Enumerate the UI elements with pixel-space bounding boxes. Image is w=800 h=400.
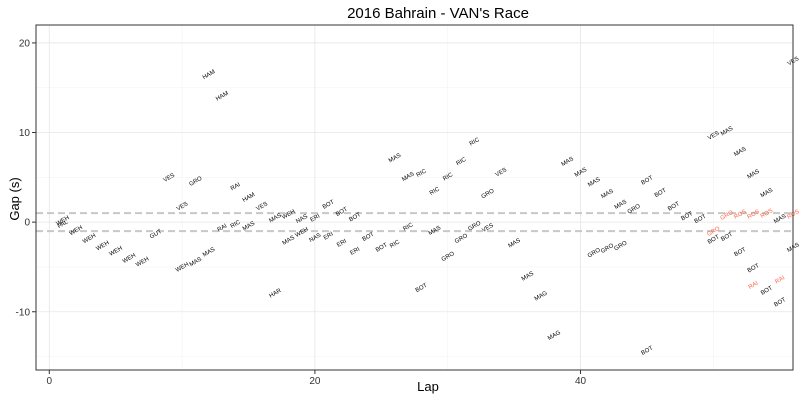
- driver-label: BOT: [773, 297, 787, 309]
- driver-label: BOT: [694, 214, 708, 226]
- x-tick-label: 40: [575, 376, 587, 387]
- y-tick-label: -10: [16, 307, 31, 318]
- driver-label: RIC: [429, 186, 442, 197]
- driver-label: ERI: [349, 246, 361, 256]
- x-tick-label: 20: [309, 376, 321, 387]
- driver-label: MAS: [600, 188, 614, 200]
- chart-title: 2016 Bahrain - VAN's Race: [347, 5, 529, 22]
- driver-label: MAS: [760, 188, 774, 200]
- driver-label: VES: [707, 130, 720, 141]
- driver-label: BOT: [720, 231, 734, 243]
- driver-label: BOT: [734, 247, 748, 259]
- driver-label: HAM: [215, 91, 230, 103]
- driver-label: MAS: [747, 169, 761, 181]
- driver-label: BOT: [348, 212, 362, 224]
- driver-label: BOT: [641, 345, 655, 357]
- driver-label: RIC: [416, 168, 429, 179]
- driver-label: MAS: [242, 221, 256, 233]
- driver-label: RIC: [389, 239, 402, 250]
- driver-label: MAS: [268, 213, 282, 225]
- y-axis-title: Gap (s): [7, 177, 22, 220]
- driver-label: VES: [256, 201, 269, 212]
- driver-label: BOT: [654, 188, 668, 200]
- driver-label: MAS: [507, 238, 521, 250]
- driver-label: MAS: [282, 235, 296, 247]
- driver-label: BOT: [415, 283, 429, 295]
- driver-label: MAS: [587, 177, 601, 189]
- driver-label: HAM: [202, 69, 217, 81]
- driver-label: GUT: [149, 229, 163, 241]
- driver-label: MAS: [720, 126, 734, 138]
- reference-lines: [36, 212, 793, 233]
- driver-label: ROS: [760, 208, 774, 220]
- driver-label: BOT: [362, 231, 376, 243]
- driver-label: BOT: [322, 199, 336, 211]
- driver-label: NAS: [295, 214, 309, 225]
- driver-label: MAS: [428, 225, 442, 237]
- driver-label: MAS: [773, 214, 787, 226]
- driver-label: VES: [163, 173, 176, 184]
- driver-label: ERI: [310, 213, 322, 223]
- driver-label: BOT: [641, 175, 655, 187]
- x-tick-label: 0: [46, 376, 52, 387]
- driver-label: MAS: [733, 146, 747, 158]
- driver-label: RAI: [748, 280, 760, 290]
- y-tick-label: 10: [19, 128, 31, 139]
- y-tick-label: 20: [19, 38, 31, 49]
- driver-label: BOT: [375, 242, 389, 254]
- driver-label: ERI: [336, 238, 348, 248]
- x-axis-title: Lap: [417, 379, 439, 394]
- driver-label: BOT: [680, 211, 694, 223]
- driver-label: BOT: [760, 285, 774, 297]
- driver-label: PAL: [57, 219, 70, 230]
- y-tick-label: 0: [24, 218, 30, 229]
- driver-label: MAS: [388, 153, 402, 165]
- driver-label: ROS: [747, 209, 761, 221]
- driver-label: MAS: [189, 257, 203, 269]
- driver-label: HAM: [242, 192, 257, 204]
- driver-label: ERI: [323, 231, 335, 241]
- driver-label: RAI: [230, 182, 242, 192]
- driver-label: VES: [481, 223, 494, 234]
- driver-label: RIC: [442, 172, 455, 183]
- driver-label: MAS: [202, 247, 216, 259]
- x-axis-ticks: 0 20 40: [46, 370, 587, 387]
- driver-label: VES: [495, 167, 508, 178]
- driver-label: RIC: [402, 222, 415, 233]
- driver-label: BOT: [335, 206, 349, 218]
- driver-label: RIC: [456, 157, 469, 168]
- driver-label: RIC: [469, 137, 482, 148]
- driver-label: VES: [176, 201, 189, 212]
- driver-label: RAI: [774, 275, 786, 285]
- y-axis-ticks: -10 0 10 20: [16, 38, 36, 318]
- driver-label: NAS: [309, 233, 323, 244]
- grid-lines: [36, 25, 793, 370]
- driver-label: BOT: [707, 234, 721, 246]
- driver-label: ROS: [733, 209, 747, 221]
- driver-label: RIC: [230, 219, 243, 230]
- driver-label: MAS: [574, 167, 588, 179]
- driver-label: MAS: [521, 271, 535, 283]
- panel-border: [35, 24, 794, 371]
- driver-label: MAS: [614, 199, 628, 211]
- driver-label: HAR: [269, 288, 284, 300]
- driver-label: BOT: [667, 201, 681, 213]
- driver-label: MAS: [561, 156, 575, 168]
- driver-label: MAS: [401, 171, 415, 183]
- driver-label: RAI: [217, 223, 229, 233]
- driver-label: BOT: [747, 263, 761, 275]
